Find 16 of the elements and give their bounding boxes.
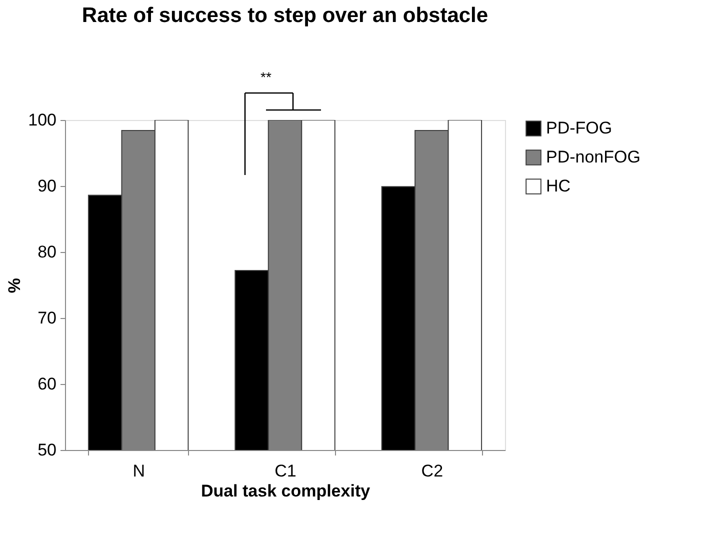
text: **: [260, 69, 272, 85]
x-axis-title: Dual task complexity: [200, 482, 371, 500]
y-tick-label: 100: [28, 110, 56, 130]
x-tick-label: C1: [274, 462, 296, 480]
x-tick-label: C2: [421, 462, 444, 480]
x-tick-label: N: [132, 462, 145, 480]
legend-label: PD-nonFOG: [546, 148, 640, 166]
y-tick-label: 70: [38, 308, 56, 328]
y-axis-title: %: [5, 278, 24, 294]
legend-label: PD-FOG: [546, 118, 612, 138]
legend-label: HC: [546, 176, 571, 196]
y-tick-label: 60: [38, 374, 56, 394]
y-tick-label: 90: [38, 176, 56, 196]
y-tick-label: 80: [38, 242, 56, 262]
chart-title: Rate of success to step over an obstacle: [82, 4, 488, 27]
y-tick-label: 50: [38, 440, 56, 460]
